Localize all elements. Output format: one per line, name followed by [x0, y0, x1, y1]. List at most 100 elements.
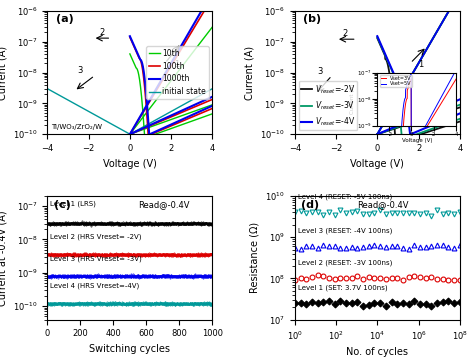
Level 1 (SET: 3.7V 100ns): (574, 2.48e+07): 3.7V 100ns): (574, 2.48e+07): [349, 301, 355, 306]
Text: Level 3 (HRS Vreset= -3V): Level 3 (HRS Vreset= -3V): [50, 255, 142, 262]
Level 2 (RESET: -3V 100ns): (4.89e+04, 1.01e+08): -3V 100ns): (4.89e+04, 1.01e+08): [389, 276, 394, 280]
Level 3 (RESET: -4V 100ns): (1.37e+04, 5.94e+08): -4V 100ns): (1.37e+04, 5.94e+08): [377, 244, 383, 249]
Level 4 (RESET: -5V 100ns): (2.21e+06, 3.87e+09): -5V 100ns): (2.21e+06, 3.87e+09): [423, 211, 428, 215]
Level 1 (SET: 3.7V 100ns): (1.08e+03, 2.66e+07): 3.7V 100ns): (1.08e+03, 2.66e+07): [355, 300, 360, 304]
Text: Ti/WO₃/ZrO₂/W: Ti/WO₃/ZrO₂/W: [52, 124, 102, 130]
Line: Level 1 (SET: 3.7V 100ns): Level 1 (SET: 3.7V 100ns): [292, 298, 462, 309]
Text: 2: 2: [342, 29, 347, 38]
Level 3 (RESET: -4V 100ns): (24, 6.54e+08): -4V 100ns): (24, 6.54e+08): [320, 243, 326, 247]
Level 2 (RESET: -3V 100ns): (1.49e+07, 9.45e+07): -3V 100ns): (1.49e+07, 9.45e+07): [440, 277, 446, 281]
10th: [177, 67, 183, 71]
1000th: [198, 10, 204, 14]
Level 3 (RESET: -4V 100ns): (1, 5.41e+08): -4V 100ns): (1, 5.41e+08): [292, 246, 298, 250]
Level 2 (RESET: -3V 100ns): (7.88e+06, 9.41e+07): -3V 100ns): (7.88e+06, 9.41e+07): [434, 277, 440, 281]
Level 3 (RESET: -4V 100ns): (1.17e+06, 5.79e+08): -4V 100ns): (1.17e+06, 5.79e+08): [417, 245, 423, 249]
Text: 3: 3: [318, 67, 323, 76]
Level 4 (RESET: -5V 100ns): (2.04e+03, 3.66e+09): -5V 100ns): (2.04e+03, 3.66e+09): [360, 212, 366, 216]
10th: [127, 132, 133, 136]
Level 4 (RESET: -5V 100ns): (1.89, 4.21e+09): -5V 100ns): (1.89, 4.21e+09): [298, 209, 303, 214]
Level 1 (SET: 3.7V 100ns): (1e+08, 2.6e+07): 3.7V 100ns): (1e+08, 2.6e+07): [457, 300, 463, 304]
100th: [132, 124, 138, 128]
Level 2 (RESET: -3V 100ns): (1.17e+06, 1.08e+08): -3V 100ns): (1.17e+06, 1.08e+08): [417, 275, 423, 279]
Level 2 (RESET: -3V 100ns): (1.37e+04, 9.92e+07): -3V 100ns): (1.37e+04, 9.92e+07): [377, 276, 383, 281]
Level 1 (SET: 3.7V 100ns): (1, 2.51e+07): 3.7V 100ns): (1, 2.51e+07): [292, 301, 298, 305]
Level 1 (SET: 3.7V 100ns): (5.3e+07, 2.49e+07): 3.7V 100ns): (5.3e+07, 2.49e+07): [451, 301, 457, 305]
Level 3 (RESET: -4V 100ns): (1e+08, 6.56e+08): -4V 100ns): (1e+08, 6.56e+08): [457, 243, 463, 247]
10th: [210, 25, 215, 29]
Level 4 (RESET: -5V 100ns): (1.37e+04, 4.54e+09): -5V 100ns): (1.37e+04, 4.54e+09): [377, 208, 383, 212]
Level 2 (RESET: -3V 100ns): (304, 9.92e+07): -3V 100ns): (304, 9.92e+07): [343, 276, 349, 281]
Level 3 (RESET: -4V 100ns): (3.56, 6.19e+08): -4V 100ns): (3.56, 6.19e+08): [303, 244, 309, 248]
Text: Level 4 (HRS Vreset=-4V): Level 4 (HRS Vreset=-4V): [50, 283, 140, 289]
Level 3 (RESET: -4V 100ns): (6.72, 5.98e+08): -4V 100ns): (6.72, 5.98e+08): [309, 244, 315, 248]
Level 1 (SET: 3.7V 100ns): (161, 2.88e+07): 3.7V 100ns): (161, 2.88e+07): [337, 298, 343, 303]
Level 2 (RESET: -3V 100ns): (161, 1.05e+08): -3V 100ns): (161, 1.05e+08): [337, 275, 343, 280]
Text: Level 3 (RESET: -4V 100ns): Level 3 (RESET: -4V 100ns): [299, 227, 393, 234]
1000th: [132, 123, 138, 128]
initial state: [127, 132, 133, 136]
Level 4 (RESET: -5V 100ns): (1.74e+05, 3.95e+09): -5V 100ns): (1.74e+05, 3.95e+09): [400, 210, 406, 215]
Level 3 (RESET: -4V 100ns): (6.21e+05, 6.43e+08): -4V 100ns): (6.21e+05, 6.43e+08): [411, 243, 417, 247]
1000th: [177, 46, 183, 50]
Level 1 (SET: 3.7V 100ns): (4.18e+06, 2.11e+07): 3.7V 100ns): (4.18e+06, 2.11e+07): [428, 304, 434, 308]
Level 2 (RESET: -3V 100ns): (1.74e+05, 9.28e+07): -3V 100ns): (1.74e+05, 9.28e+07): [400, 278, 406, 282]
Line: Level 2 (RESET: -3V 100ns): Level 2 (RESET: -3V 100ns): [292, 272, 462, 282]
Text: Level 4 (RESET: -5V 100ns): Level 4 (RESET: -5V 100ns): [299, 193, 392, 200]
Text: 1: 1: [419, 60, 424, 69]
Level 2 (RESET: -3V 100ns): (6.21e+05, 1.12e+08): -3V 100ns): (6.21e+05, 1.12e+08): [411, 274, 417, 279]
X-axis label: Voltage (V): Voltage (V): [103, 159, 157, 168]
Y-axis label: Resistance (Ω): Resistance (Ω): [250, 222, 260, 293]
Level 4 (RESET: -5V 100ns): (24, 3.37e+09): -5V 100ns): (24, 3.37e+09): [320, 213, 326, 218]
Level 1 (SET: 3.7V 100ns): (304, 2.46e+07): 3.7V 100ns): (304, 2.46e+07): [343, 301, 349, 306]
Level 1 (SET: 3.7V 100ns): (2.59e+04, 2.15e+07): 3.7V 100ns): (2.59e+04, 2.15e+07): [383, 304, 389, 308]
Level 4 (RESET: -5V 100ns): (1.08e+03, 4.37e+09): -5V 100ns): (1.08e+03, 4.37e+09): [355, 209, 360, 213]
Level 4 (RESET: -5V 100ns): (161, 4.5e+09): -5V 100ns): (161, 4.5e+09): [337, 208, 343, 213]
Level 1 (SET: 3.7V 100ns): (24, 2.71e+07): 3.7V 100ns): (24, 2.71e+07): [320, 299, 326, 304]
Text: Level 1 (LRS): Level 1 (LRS): [50, 200, 96, 207]
100th: [177, 49, 183, 53]
Level 2 (RESET: -3V 100ns): (45.2, 1.04e+08): -3V 100ns): (45.2, 1.04e+08): [326, 275, 332, 280]
Level 4 (RESET: -5V 100ns): (7.88e+06, 4.56e+09): -5V 100ns): (7.88e+06, 4.56e+09): [434, 208, 440, 212]
Level 2 (RESET: -3V 100ns): (2.21e+06, 1.01e+08): -3V 100ns): (2.21e+06, 1.01e+08): [423, 276, 428, 280]
Level 2 (RESET: -3V 100ns): (2.59e+04, 9.89e+07): -3V 100ns): (2.59e+04, 9.89e+07): [383, 276, 389, 281]
Level 3 (RESET: -4V 100ns): (304, 5.47e+08): -4V 100ns): (304, 5.47e+08): [343, 246, 349, 250]
Level 4 (RESET: -5V 100ns): (12.7, 4.15e+09): -5V 100ns): (12.7, 4.15e+09): [315, 210, 320, 214]
Level 3 (RESET: -4V 100ns): (2.04e+03, 5.92e+08): -4V 100ns): (2.04e+03, 5.92e+08): [360, 244, 366, 249]
Level 4 (RESET: -5V 100ns): (304, 3.77e+09): -5V 100ns): (304, 3.77e+09): [343, 211, 349, 216]
Text: Level 2 (RESET: -3V 100ns): Level 2 (RESET: -3V 100ns): [299, 259, 393, 266]
Level 3 (RESET: -4V 100ns): (2.59e+04, 5.93e+08): -4V 100ns): (2.59e+04, 5.93e+08): [383, 244, 389, 249]
Level 1 (SET: 3.7V 100ns): (85.3, 2.4e+07): 3.7V 100ns): (85.3, 2.4e+07): [332, 302, 337, 306]
Level 1 (SET: 3.7V 100ns): (3.86e+03, 2.25e+07): 3.7V 100ns): (3.86e+03, 2.25e+07): [366, 303, 372, 307]
Level 3 (RESET: -4V 100ns): (4.18e+06, 6.21e+08): -4V 100ns): (4.18e+06, 6.21e+08): [428, 243, 434, 248]
Level 4 (RESET: -5V 100ns): (4.89e+04, 3.94e+09): -5V 100ns): (4.89e+04, 3.94e+09): [389, 210, 394, 215]
Level 4 (RESET: -5V 100ns): (6.21e+05, 3.78e+09): -5V 100ns): (6.21e+05, 3.78e+09): [411, 211, 417, 215]
100th: [127, 132, 133, 136]
Level 3 (RESET: -4V 100ns): (9.24e+04, 6.01e+08): -4V 100ns): (9.24e+04, 6.01e+08): [394, 244, 400, 248]
Level 1 (SET: 3.7V 100ns): (1.89, 2.47e+07): 3.7V 100ns): (1.89, 2.47e+07): [298, 301, 303, 306]
Text: (b): (b): [303, 14, 321, 24]
initial state: [210, 87, 215, 91]
Level 2 (RESET: -3V 100ns): (9.24e+04, 1.01e+08): -3V 100ns): (9.24e+04, 1.01e+08): [394, 276, 400, 280]
100th: [180, 45, 185, 49]
10th: [180, 64, 185, 68]
Level 1 (SET: 3.7V 100ns): (45.2, 2.82e+07): 3.7V 100ns): (45.2, 2.82e+07): [326, 299, 332, 303]
Text: 2: 2: [99, 28, 104, 37]
100th: [175, 53, 181, 57]
Level 1 (SET: 3.7V 100ns): (7.28e+03, 2.47e+07): 3.7V 100ns): (7.28e+03, 2.47e+07): [372, 301, 377, 306]
Level 3 (RESET: -4V 100ns): (2.81e+07, 5.93e+08): -4V 100ns): (2.81e+07, 5.93e+08): [446, 244, 451, 249]
Level 1 (SET: 3.7V 100ns): (3.56, 2.42e+07): 3.7V 100ns): (3.56, 2.42e+07): [303, 302, 309, 306]
Level 4 (RESET: -5V 100ns): (1.49e+07, 3.75e+09): -5V 100ns): (1.49e+07, 3.75e+09): [440, 211, 446, 216]
X-axis label: Switching cycles: Switching cycles: [90, 344, 170, 354]
Level 4 (RESET: -5V 100ns): (1.17e+06, 3.68e+09): -5V 100ns): (1.17e+06, 3.68e+09): [417, 212, 423, 216]
Level 1 (SET: 3.7V 100ns): (2.21e+06, 2.32e+07): 3.7V 100ns): (2.21e+06, 2.32e+07): [423, 302, 428, 307]
initial state: [187, 99, 192, 103]
Level 2 (RESET: -3V 100ns): (2.81e+07, 9.25e+07): -3V 100ns): (2.81e+07, 9.25e+07): [446, 278, 451, 282]
Level 1 (SET: 3.7V 100ns): (2.81e+07, 2.8e+07): 3.7V 100ns): (2.81e+07, 2.8e+07): [446, 299, 451, 303]
Level 2 (RESET: -3V 100ns): (7.28e+03, 1.02e+08): -3V 100ns): (7.28e+03, 1.02e+08): [372, 276, 377, 280]
Level 3 (RESET: -4V 100ns): (1.89, 5.25e+08): -4V 100ns): (1.89, 5.25e+08): [298, 247, 303, 251]
1000th: [180, 42, 185, 46]
Level 1 (SET: 3.7V 100ns): (3.29e+05, 2.4e+07): 3.7V 100ns): (3.29e+05, 2.4e+07): [406, 302, 411, 306]
Level 3 (RESET: -4V 100ns): (1.49e+07, 6.52e+08): -4V 100ns): (1.49e+07, 6.52e+08): [440, 243, 446, 247]
Level 4 (RESET: -5V 100ns): (3.56, 3.81e+09): -5V 100ns): (3.56, 3.81e+09): [303, 211, 309, 215]
Level 3 (RESET: -4V 100ns): (1.08e+03, 5.5e+08): -4V 100ns): (1.08e+03, 5.5e+08): [355, 246, 360, 250]
